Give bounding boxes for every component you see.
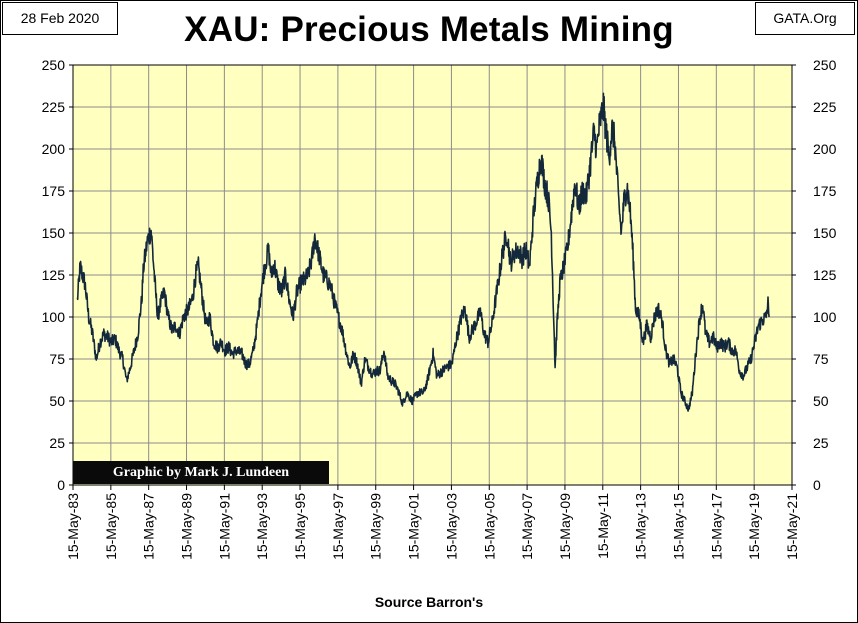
- date-label: 28 Feb 2020: [2, 2, 118, 35]
- x-tick-label: 15-May-85: [103, 493, 119, 560]
- x-axis-label: Source Barron's: [374, 594, 484, 610]
- y-tick-label-right: 100: [813, 309, 837, 325]
- y-tick-label-left: 225: [42, 99, 66, 115]
- x-tick-label: 15-May-91: [216, 493, 232, 560]
- y-tick-label-right: 75: [813, 351, 829, 367]
- x-tick-label: 15-May-09: [557, 493, 573, 560]
- y-tick-label-right: 200: [813, 141, 837, 157]
- x-tick-label: 15-May-11: [595, 493, 611, 559]
- y-tick-label-right: 175: [813, 183, 837, 199]
- y-tick-label-right: 150: [813, 225, 837, 241]
- x-tick-label: 15-May-05: [481, 493, 497, 560]
- y-axis-left: 0 25 50 75 100 125 150 175 200 225 250: [42, 57, 73, 493]
- x-axis: 15-May-83 15-May-85 15-May-87 15-May-89 15-M…: [65, 485, 800, 560]
- y-tick-label-right: 50: [813, 393, 829, 409]
- x-tick-label: 15-May-97: [330, 493, 346, 560]
- x-tick-label: 15-May-01: [406, 493, 422, 560]
- x-tick-label: 15-May-87: [141, 493, 157, 560]
- y-tick-label-left: 175: [42, 183, 66, 199]
- x-tick-label: 15-May-03: [443, 493, 459, 560]
- x-tick-label: 15-May-07: [519, 493, 535, 560]
- x-tick-label: 15-May-13: [633, 493, 649, 560]
- y-tick-label-right: 225: [813, 99, 837, 115]
- y-tick-label-left: 100: [42, 309, 66, 325]
- x-tick-label: 15-May-15: [670, 493, 686, 560]
- series-line: [76, 92, 770, 412]
- y-tick-label-left: 75: [49, 351, 65, 367]
- y-tick-label-left: 0: [57, 477, 65, 493]
- source-label: GATA.Org: [755, 2, 855, 35]
- y-tick-label-left: 150: [42, 225, 66, 241]
- series-layer: [76, 92, 770, 412]
- y-tick-label-right: 25: [813, 435, 829, 451]
- x-tick-label: 15-May-17: [708, 493, 724, 560]
- x-tick-label: 15-May-89: [179, 493, 195, 560]
- y-tick-label-left: 25: [49, 435, 65, 451]
- credit-label: Graphic by Mark J. Lundeen: [73, 461, 329, 484]
- x-tick-label: 15-May-19: [746, 493, 762, 560]
- x-tick-label: 15-May-99: [368, 493, 384, 560]
- y-tick-label-right: 0: [813, 477, 821, 493]
- x-tick-label: 15-May-95: [292, 493, 308, 560]
- x-tick-label: 15-May-21: [784, 493, 800, 560]
- y-tick-label-left: 200: [42, 141, 66, 157]
- y-tick-label-right: 125: [813, 267, 837, 283]
- x-tick-label: 15-May-83: [65, 493, 81, 560]
- chart-title: XAU: Precious Metals Mining: [184, 10, 674, 49]
- y-tick-label-right: 250: [813, 57, 837, 73]
- y-tick-label-left: 125: [42, 267, 66, 283]
- x-tick-label: 15-May-93: [254, 493, 270, 560]
- y-axis-right: 0 25 50 75 100 125 150 175 200 225 250: [792, 57, 837, 493]
- y-tick-label-left: 250: [42, 57, 66, 73]
- y-tick-label-left: 50: [49, 393, 65, 409]
